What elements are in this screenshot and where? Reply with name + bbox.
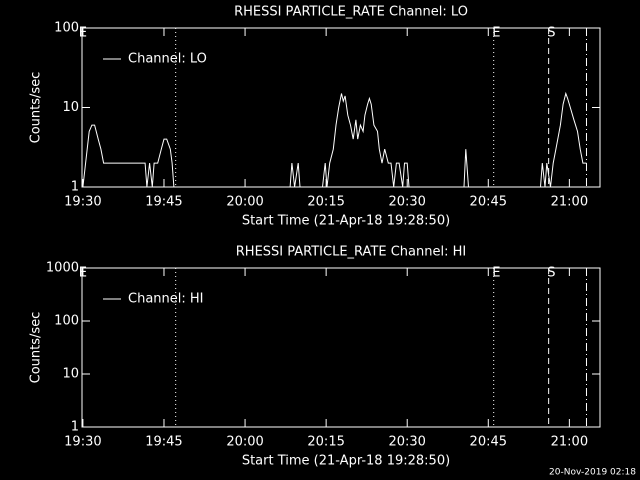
chart-title: RHESSI PARTICLE_RATE Channel: LO: [234, 5, 468, 20]
footer-timestamp: 20-Nov-2019 02:18: [549, 468, 636, 478]
event-label: E: [79, 26, 87, 41]
event-label: S: [547, 266, 555, 281]
x-tick-label: 20:15: [307, 195, 344, 210]
x-tick-label: 20:45: [470, 195, 507, 210]
x-tick-label: 20:00: [226, 435, 263, 450]
x-tick-label: 21:00: [551, 435, 588, 450]
x-axis-label: Start Time (21-Apr-18 19:28:50): [242, 214, 450, 229]
x-tick-label: 21:00: [551, 195, 588, 210]
x-tick-label: 19:30: [64, 435, 101, 450]
x-tick-label: 19:45: [145, 435, 182, 450]
y-tick-label: 1: [71, 420, 79, 435]
data-line: [82, 91, 587, 188]
x-axis-label: Start Time (21-Apr-18 19:28:50): [242, 454, 450, 469]
event-label: S: [547, 26, 555, 41]
x-tick-label: 20:45: [470, 435, 507, 450]
legend-label: Channel: LO: [128, 52, 207, 67]
x-tick-label: 20:15: [307, 435, 344, 450]
y-tick-label: 1000: [46, 261, 79, 276]
legend-label: Channel: HI: [128, 292, 204, 307]
x-tick-label: 20:00: [226, 195, 263, 210]
y-tick-label: 10: [62, 367, 79, 382]
event-label: E: [492, 26, 500, 41]
plot-frame: [81, 267, 601, 428]
x-tick-label: 19:45: [145, 195, 182, 210]
y-tick-label: 1: [71, 180, 79, 195]
y-tick-label: 10: [62, 100, 79, 115]
event-label: E: [492, 266, 500, 281]
y-axis-label: Counts/sec: [29, 72, 44, 144]
x-tick-label: 19:30: [64, 195, 101, 210]
y-tick-label: 100: [54, 314, 79, 329]
event-label: E: [79, 266, 87, 281]
x-tick-label: 20:30: [388, 195, 425, 210]
x-tick-label: 20:30: [388, 435, 425, 450]
y-tick-label: 100: [54, 21, 79, 36]
chart-title: RHESSI PARTICLE_RATE Channel: HI: [236, 245, 466, 260]
y-axis-label: Counts/sec: [29, 312, 44, 384]
